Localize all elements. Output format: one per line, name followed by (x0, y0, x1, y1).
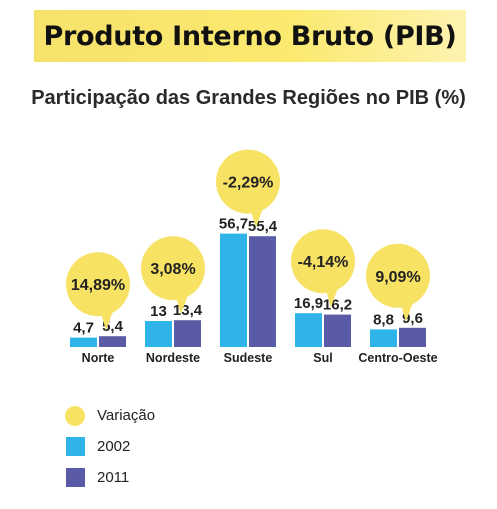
bar-norte-2011 (99, 336, 126, 347)
category-label-norte: Norte (82, 351, 115, 365)
title-banner: Produto Interno Bruto (PIB) (34, 10, 466, 62)
value-label-sudeste-2002: 56,7 (219, 216, 248, 233)
variation-bubble-sudeste (216, 149, 280, 214)
category-label-sudeste: Sudeste (224, 351, 273, 365)
legend-item-2011: 2011 (66, 464, 155, 491)
bar-nordeste-2011 (174, 320, 201, 347)
value-label-sul-2011: 16,2 (323, 297, 352, 314)
legend-item-variacao: Variação (65, 402, 156, 429)
bar-sudeste-2011 (249, 236, 276, 347)
variation-label-centro-oeste: 9,09% (375, 269, 420, 286)
legend-swatch-variacao (65, 405, 85, 426)
variation-bubble-centro-oeste (366, 243, 430, 308)
variation-pointer-sudeste (250, 199, 266, 228)
variation-label-sul: -4,14% (298, 254, 349, 271)
bar-nordeste-2002 (145, 321, 172, 347)
legend-swatch-2002 (66, 437, 85, 456)
variation-pointer-sul (325, 279, 341, 308)
value-label-sul-2002: 16,9 (294, 295, 323, 312)
category-label-nordeste: Nordeste (146, 351, 200, 365)
category-label-sul: Sul (313, 351, 332, 365)
value-label-nordeste-2002: 13 (150, 303, 167, 320)
variation-label-sudeste: -2,29% (223, 175, 274, 192)
page-title: Produto Interno Bruto (PIB) (43, 20, 457, 52)
bar-sudeste-2002 (220, 233, 247, 347)
category-label-centro-oeste: Centro-Oeste (358, 351, 437, 365)
bar-sul-2002 (295, 313, 322, 347)
value-label-sudeste-2011: 55,4 (248, 218, 278, 235)
legend-label-variacao: Variação (97, 407, 156, 424)
legend-label-2002: 2002 (97, 438, 131, 455)
variation-pointer-centro-oeste (400, 293, 416, 322)
variation-bubble-norte (66, 252, 130, 317)
legend-label-2011: 2011 (97, 469, 130, 486)
legend: Variação 2002 2011 (65, 402, 156, 495)
legend-item-2002: 2002 (66, 433, 155, 460)
variation-pointer-nordeste (175, 286, 191, 315)
bar-sul-2011 (324, 314, 351, 347)
value-label-nordeste-2011: 13,4 (173, 302, 203, 319)
variation-bubble-nordeste (141, 236, 205, 301)
bar-centro-oeste-2002 (370, 329, 397, 347)
bar-norte-2002 (70, 337, 97, 347)
chart-title: Participação das Grandes Regiões no PIB … (31, 87, 466, 109)
bar-centro-oeste-2011 (399, 327, 426, 347)
variation-bubble-sul (291, 229, 355, 294)
legend-swatch-2011 (66, 468, 85, 487)
value-label-centro-oeste-2002: 8,8 (373, 311, 394, 328)
variation-pointer-norte (100, 302, 116, 331)
value-label-norte-2002: 4,7 (73, 320, 94, 337)
variation-label-norte: 14,89% (71, 277, 125, 294)
variation-label-nordeste: 3,08% (150, 261, 195, 278)
